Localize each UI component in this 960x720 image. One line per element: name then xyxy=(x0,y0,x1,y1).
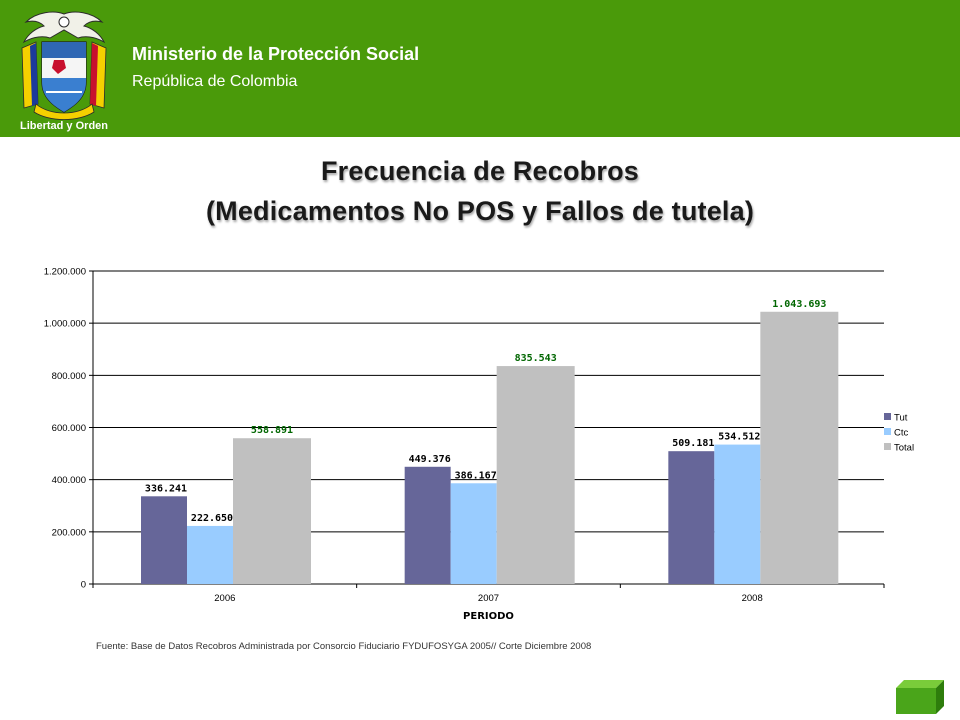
data-label-tut-2006: 336.241 xyxy=(145,483,187,494)
legend-swatch-ctc xyxy=(884,428,891,435)
green-cube-icon[interactable] xyxy=(894,678,946,714)
bar-ctc-2008 xyxy=(714,444,761,584)
republic-name: República de Colombia xyxy=(132,73,298,90)
source-note: Fuente: Base de Datos Recobros Administr… xyxy=(96,641,592,652)
legend-swatch-tut xyxy=(884,413,891,420)
bar-total-2006 xyxy=(233,438,311,584)
logo-motto: Libertad y Orden xyxy=(20,120,108,132)
chart-title-line2: (Medicamentos No POS y Fallos de tutela) xyxy=(205,196,755,226)
legend-label-ctc: Ctc xyxy=(894,428,909,439)
ministry-name: Ministerio de la Protección Social xyxy=(132,44,420,64)
y-tick-label: 200.000 xyxy=(52,527,86,538)
legend-swatch-total xyxy=(884,443,891,450)
bar-ctc-2006 xyxy=(187,525,233,584)
bar-total-2008 xyxy=(760,311,839,584)
data-label-ctc-2008: 534.512 xyxy=(718,432,760,443)
bar-chart: 0 200.000 400.000 600.000 800.000 1.000.000 1.… xyxy=(44,267,914,623)
y-tick-label: 1.000.000 xyxy=(44,319,86,330)
legend-label-total: Total xyxy=(894,443,914,454)
y-tick-label: 1.200.000 xyxy=(44,267,86,278)
y-tick-label: 600.000 xyxy=(52,423,86,434)
data-label-total-2007: 835.543 xyxy=(515,353,557,364)
bar-ctc-2007 xyxy=(450,483,497,584)
data-label-ctc-2007: 386.167 xyxy=(455,470,497,481)
bar-tut-2006 xyxy=(141,496,187,584)
bar-total-2007 xyxy=(496,366,575,584)
data-label-ctc-2006: 222.650 xyxy=(191,513,233,524)
y-tick-label: 800.000 xyxy=(52,371,86,382)
x-axis-label: PERIODO xyxy=(463,611,514,622)
bar-tut-2007 xyxy=(404,466,451,584)
x-tick-label: 2007 xyxy=(478,593,499,604)
chart-title-line1: Frecuencia de Recobros xyxy=(320,156,639,186)
x-tick-label: 2008 xyxy=(742,593,763,604)
data-label-tut-2008: 509.181 xyxy=(672,438,714,449)
data-label-tut-2007: 449.376 xyxy=(409,454,451,465)
data-label-total-2008: 1.043.693 xyxy=(772,299,826,310)
x-tick-label: 2006 xyxy=(214,593,235,604)
data-label-total-2006: 558.891 xyxy=(251,425,293,436)
bar-tut-2008 xyxy=(668,451,715,584)
y-tick-label: 0 xyxy=(81,580,86,591)
legend-label-tut: Tut xyxy=(894,413,908,424)
y-tick-label: 400.000 xyxy=(52,475,86,486)
header-bar: Libertad y Orden Ministerio de la Protec… xyxy=(0,0,960,137)
colombia-coat-of-arms-icon: Libertad y Orden xyxy=(20,11,108,132)
